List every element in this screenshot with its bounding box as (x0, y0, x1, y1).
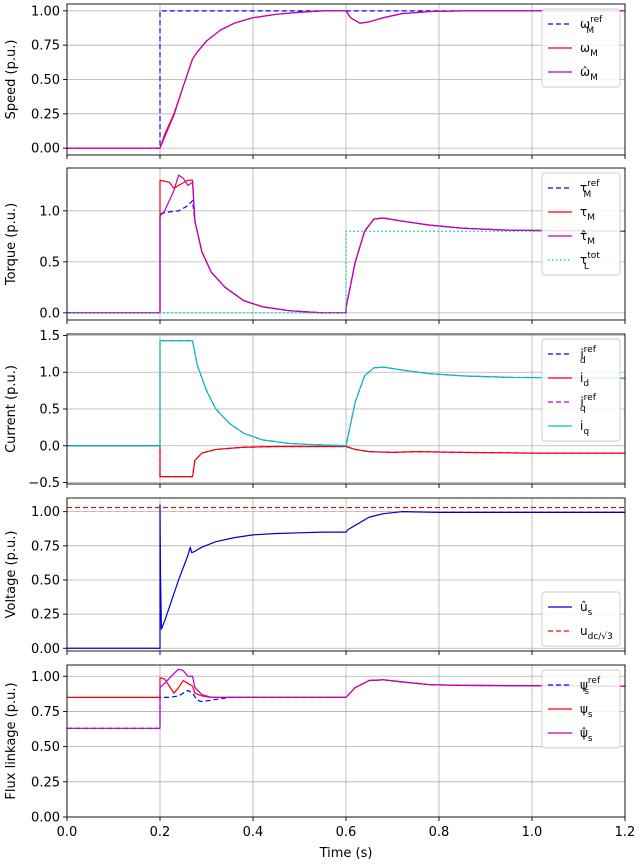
legend-label: udc/√3 (580, 624, 613, 642)
x-tick-label: 0.4 (243, 825, 264, 840)
y-tick-label: 0.5 (39, 255, 60, 270)
legend-label: id (580, 371, 589, 389)
panel-4: 0.00 0.25 0.50 0.75 1.00 Voltage (p.u.) ûs udc/… (4, 497, 626, 657)
legend-box (541, 669, 621, 749)
y-tick-label: 0.25 (31, 107, 60, 122)
y-tick-label: 1.5 (39, 329, 60, 344)
y-tick-label: 0.0 (39, 306, 60, 321)
series-line (67, 230, 625, 314)
x-axis-label: Time (s) (319, 846, 373, 861)
series-line (67, 10, 625, 149)
legend: ωref M ωM ω̂M (541, 8, 621, 88)
series-line (67, 10, 625, 149)
series-line (67, 504, 625, 649)
y-axis-label: Speed (p.u.) (4, 40, 19, 120)
y-tick-label: 0.25 (31, 775, 60, 790)
y-tick-label: 0.75 (31, 539, 60, 554)
legend-label: τtot L (580, 251, 600, 272)
y-tick-label: 1.00 (31, 505, 60, 520)
series-line (67, 668, 625, 729)
y-tick-label: 1.0 (39, 204, 60, 219)
legend-box (541, 338, 621, 442)
y-tick-label: 0.00 (31, 642, 60, 657)
legend-label: ψ̂s (580, 726, 593, 744)
y-tick-label: 0.00 (31, 811, 60, 826)
series-line (67, 340, 625, 447)
legend-label: iref d (580, 345, 597, 366)
legend-box (541, 591, 621, 647)
y-axis-label: Voltage (p.u.) (4, 531, 19, 619)
series-line (67, 174, 625, 314)
x-tick-label: 1.0 (522, 825, 543, 840)
x-tick-label: 0.6 (336, 825, 357, 840)
y-tick-label: 0.5 (39, 403, 60, 418)
legend-label: ψref s (580, 676, 601, 697)
x-tick-label: 0.2 (150, 825, 171, 840)
x-tick-label: 0.8 (429, 825, 450, 840)
y-tick-label: −0.5 (28, 476, 60, 491)
y-tick-label: 0.50 (31, 73, 60, 88)
y-tick-label: 0.0 (39, 439, 60, 454)
legend-label: τref M (580, 179, 600, 200)
y-tick-label: 0.50 (31, 740, 60, 755)
legend-label: ωref M (580, 15, 603, 36)
y-axis-label: Torque (p.u.) (4, 203, 19, 286)
panel-2: 0.0 0.5 1.0 Torque (p.u.) τref M τM τ̂M τtot L (4, 167, 626, 324)
y-tick-label: 0.25 (31, 608, 60, 623)
legend: ûs udc/√3 (541, 591, 621, 647)
x-tick-label: 1.2 (615, 825, 636, 840)
legend-label: iref q (580, 393, 597, 414)
y-tick-label: 1.0 (39, 366, 60, 381)
legend: τref M τM τ̂M τtot L (541, 172, 621, 276)
legend-label: iq (580, 419, 589, 437)
y-tick-label: 0.50 (31, 573, 60, 588)
y-axis-label: Current (p.u.) (4, 365, 19, 453)
y-tick-label: 0.00 (31, 142, 60, 157)
y-axis-label: Flux linkage (p.u.) (4, 682, 19, 799)
y-tick-label: 1.00 (31, 670, 60, 685)
legend-label: ψs (580, 702, 593, 720)
legend: iref d id iref q iq (541, 338, 621, 442)
legend-label: ωM (580, 41, 598, 59)
legend-label: τ̂M (580, 229, 595, 247)
x-tick-label: 0.0 (57, 825, 78, 840)
legend: ψref s ψs ψ̂s (541, 669, 621, 749)
legend-box (541, 172, 621, 276)
legend-label: τM (580, 205, 595, 223)
panel-5: 0.00 0.25 0.50 0.75 1.00 0.0 0.2 0.4 0.6 0.8 1.0 1.… (4, 664, 636, 840)
y-tick-label: 1.00 (31, 4, 60, 19)
legend-label: ω̂M (580, 65, 598, 83)
series-line (67, 445, 625, 478)
y-tick-label: 0.75 (31, 705, 60, 720)
y-tick-label: 0.75 (31, 39, 60, 54)
legend-label: ûs (580, 600, 593, 618)
legend-box (541, 8, 621, 88)
